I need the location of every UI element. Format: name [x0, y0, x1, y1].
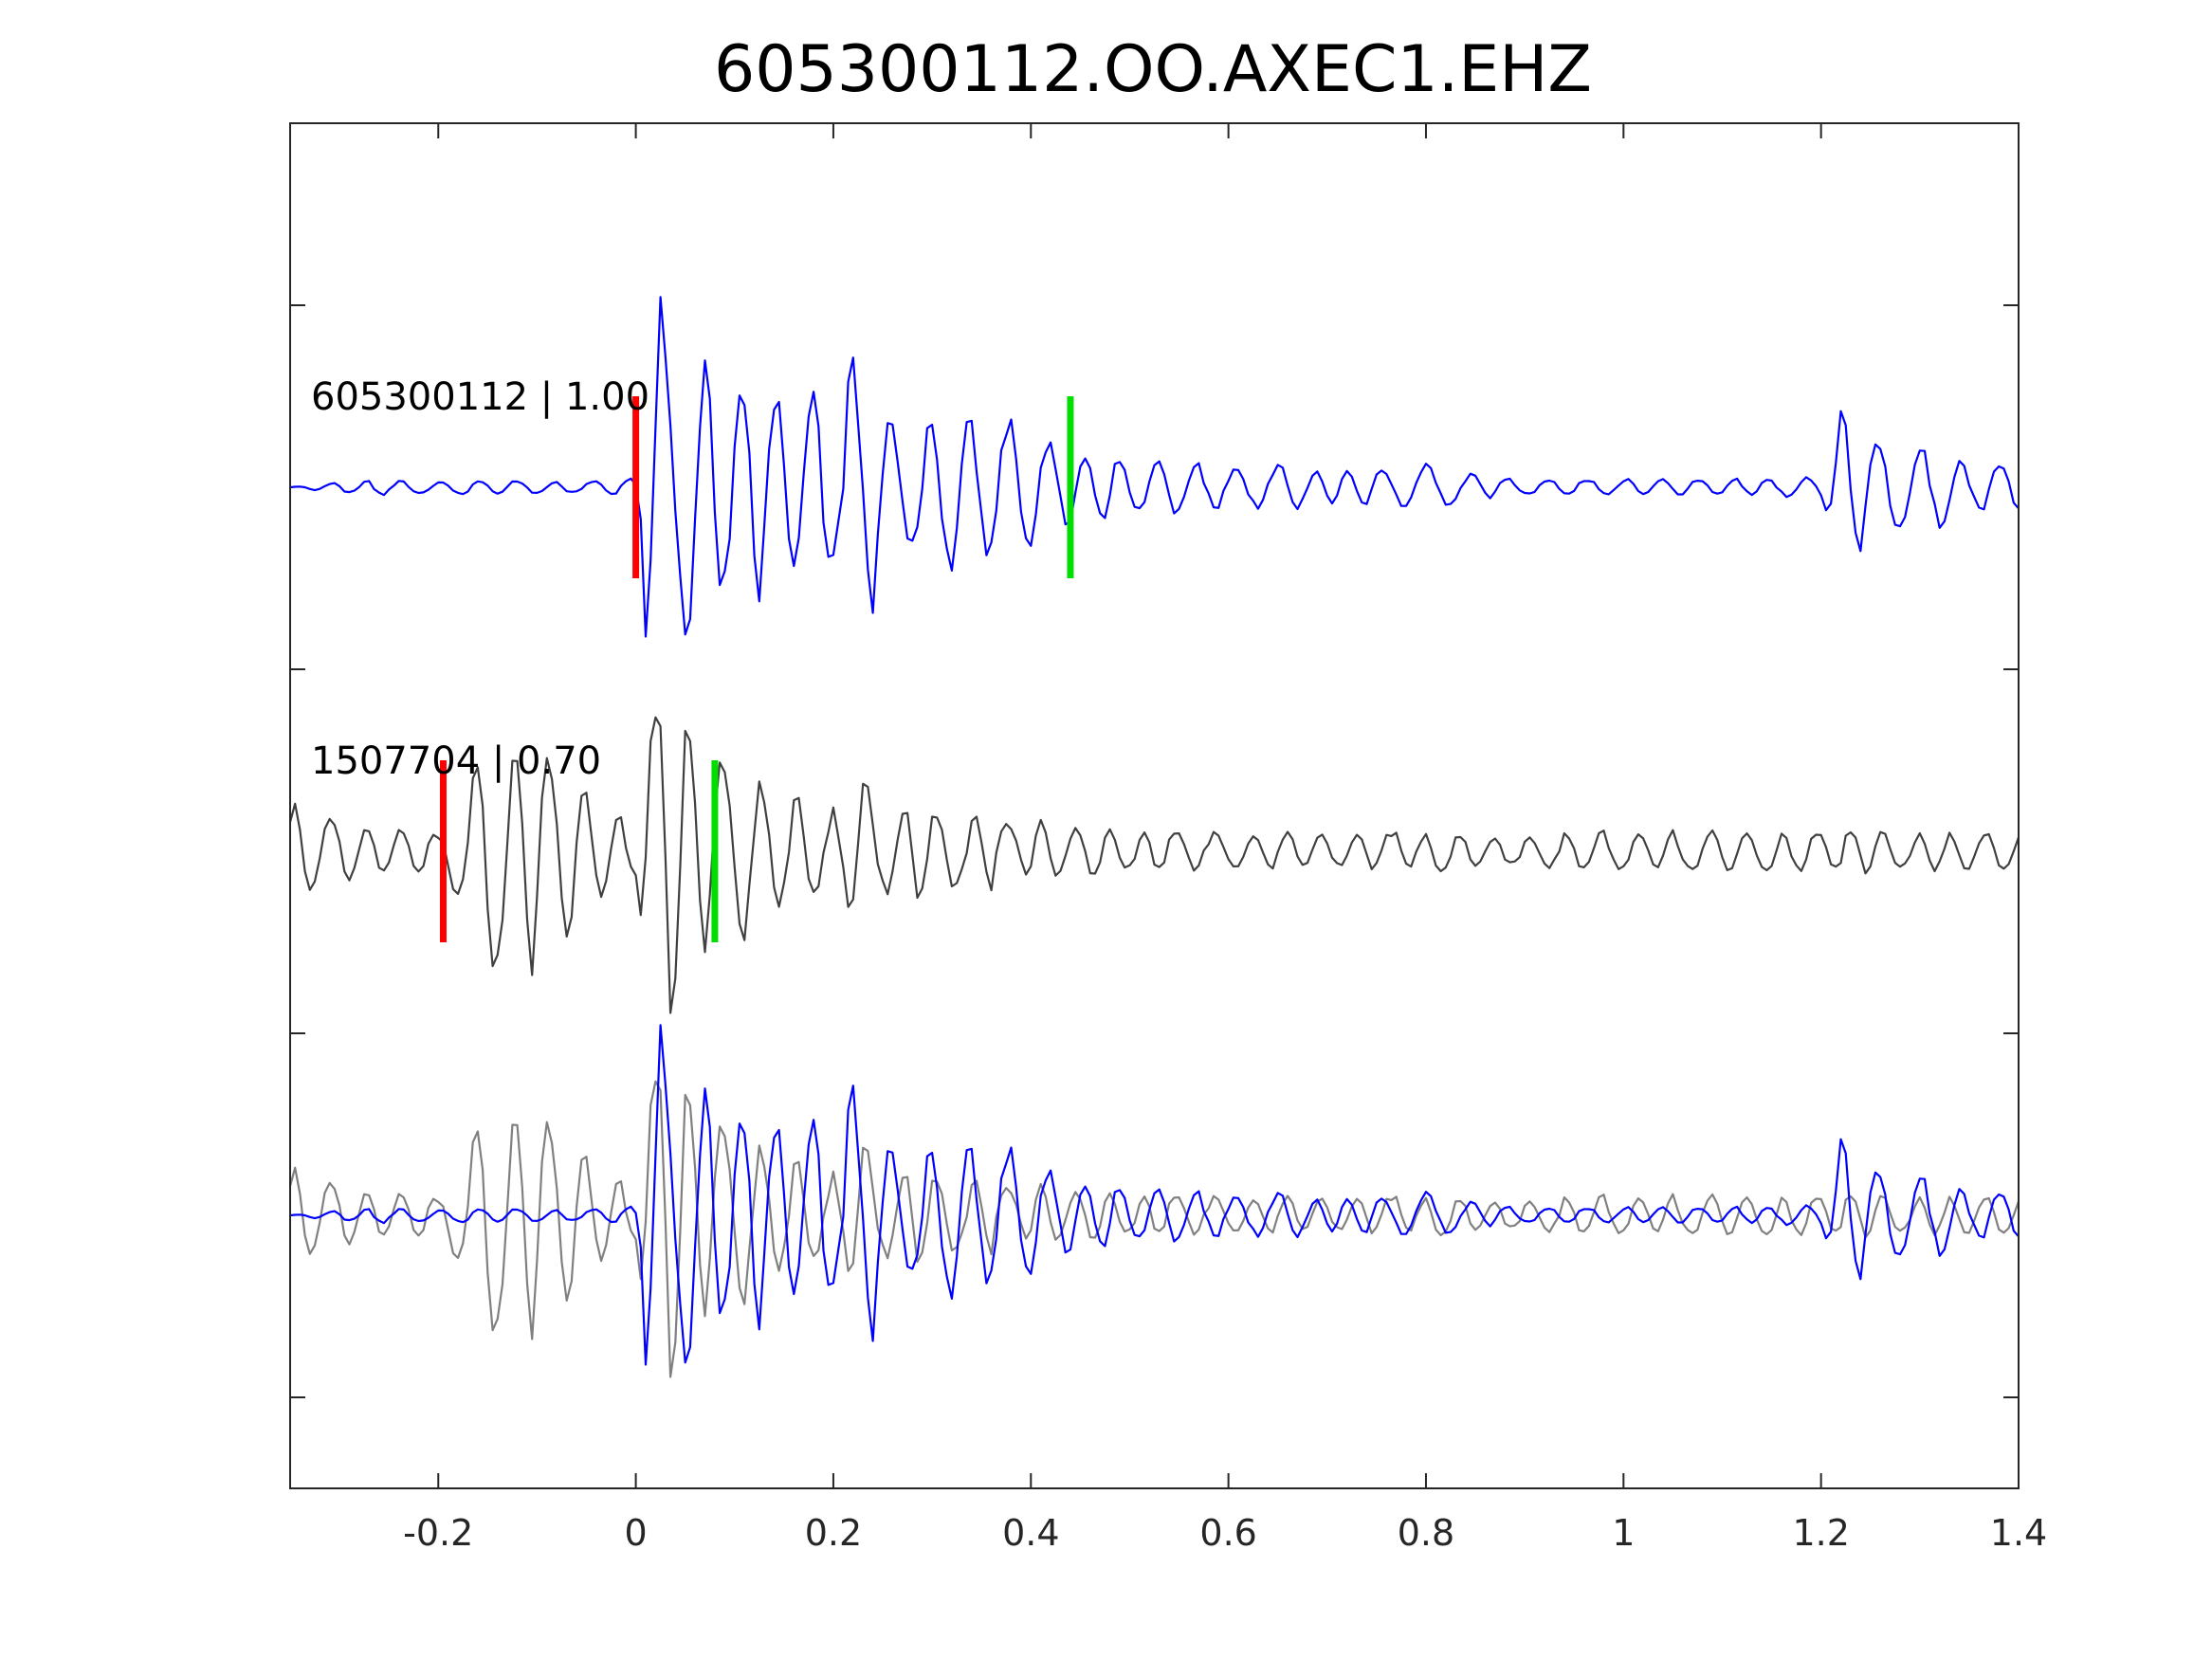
- trace-2-line: [288, 716, 2020, 1014]
- axes-frame: [289, 122, 2020, 1489]
- x-tick-label: 1.4: [1990, 1512, 2047, 1554]
- trace-1-line: [289, 296, 2020, 638]
- overlay-line-1: [288, 1080, 2020, 1378]
- axes: -0.2 0 0.2 0.4 0.6 0.8 1 1.2 1.4: [289, 122, 2047, 1554]
- chart-title: 605300112.OO.AXEC1.EHZ: [714, 32, 1592, 107]
- x-tick-label: 0.4: [1002, 1512, 1059, 1554]
- x-tick-label: 0.8: [1398, 1512, 1454, 1554]
- overlay-line-2: [289, 1024, 2020, 1366]
- x-tick-label: 1: [1612, 1512, 1635, 1554]
- x-tick-label: 0.6: [1199, 1512, 1256, 1554]
- plot-area: 605300112 | 1.00 1507704 | 0.70: [288, 296, 2020, 1378]
- x-tick-label: -0.2: [403, 1512, 473, 1554]
- trace-1-label: 605300112 | 1.00: [311, 375, 649, 419]
- trace-2-label: 1507704 | 0.70: [311, 739, 601, 783]
- x-tick-label: 0.2: [805, 1512, 862, 1554]
- x-tick-label: 1.2: [1792, 1512, 1849, 1554]
- x-tick-label: 0: [625, 1512, 648, 1554]
